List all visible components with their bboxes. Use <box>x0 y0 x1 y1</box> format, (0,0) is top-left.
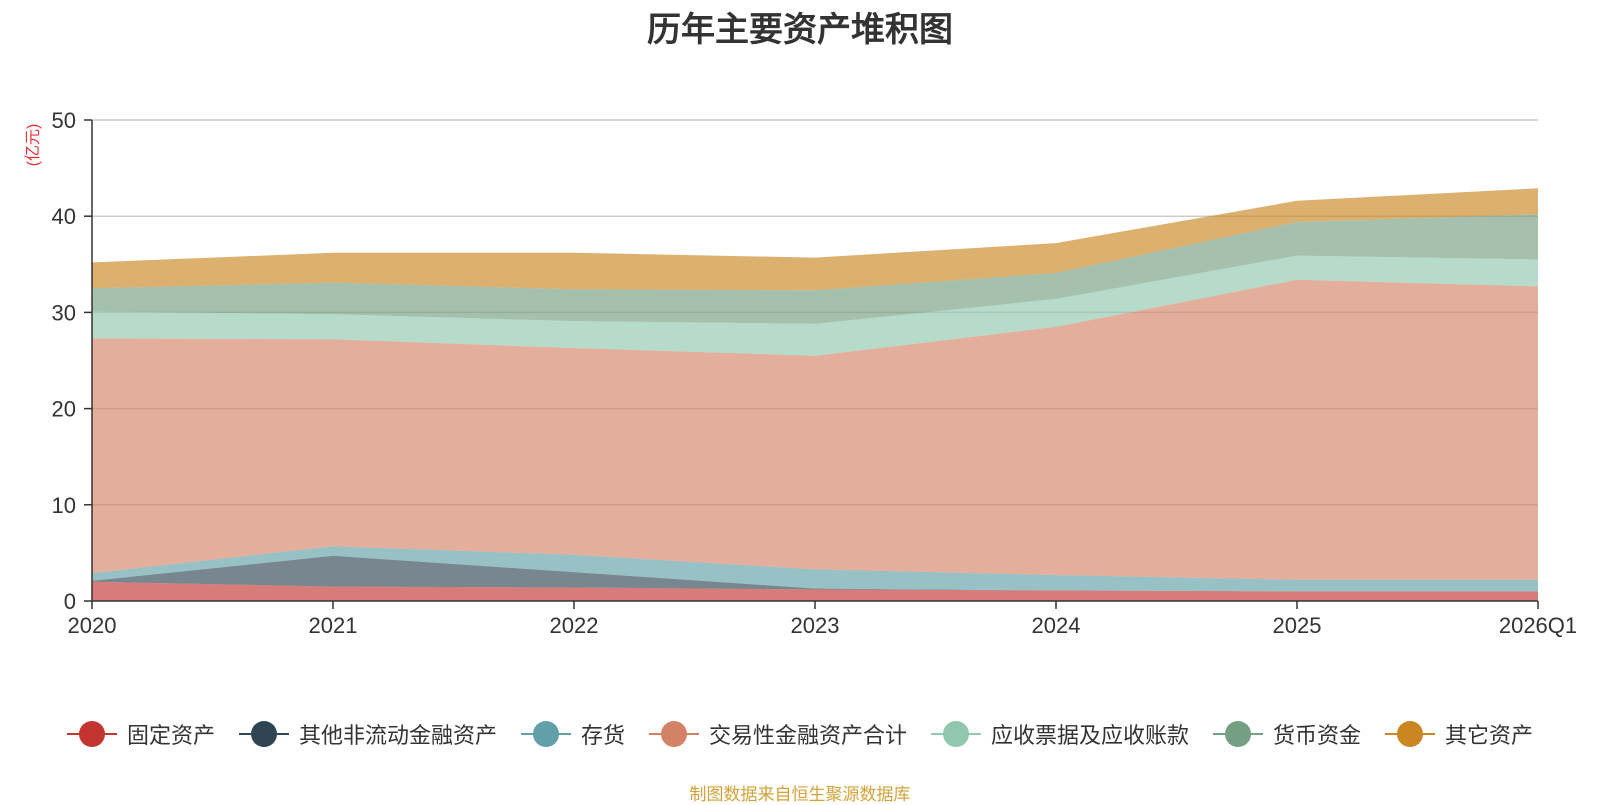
x-tick-label: 2025 <box>1273 613 1322 638</box>
y-tick-label: 40 <box>52 204 76 229</box>
legend-item[interactable]: 其它资产 <box>1385 718 1533 750</box>
legend-marker-icon <box>931 721 981 747</box>
area-series-0[interactable] <box>92 581 1538 601</box>
legend-item[interactable]: 应收票据及应收账款 <box>931 718 1189 750</box>
legend-item[interactable]: 固定资产 <box>66 718 215 750</box>
legend-label: 货币资金 <box>1273 724 1362 749</box>
legend-marker-icon <box>1213 721 1264 747</box>
y-axis-label: (亿元) <box>24 124 42 167</box>
x-tick-label: 2020 <box>68 613 117 638</box>
legend-marker-icon <box>648 721 699 747</box>
chart-title: 历年主要资产堆积图 <box>647 10 953 50</box>
area-series-3[interactable] <box>92 279 1538 580</box>
legend-marker-icon <box>238 721 289 747</box>
legend-item[interactable]: 货币资金 <box>1213 718 1361 750</box>
legend-label: 固定资产 <box>126 724 215 749</box>
legend-item[interactable]: 交易性金融资产合计 <box>648 718 907 750</box>
y-tick-label: 50 <box>52 108 76 133</box>
legend-item[interactable]: 其他非流动金融资产 <box>238 718 497 750</box>
area-series-1[interactable] <box>92 555 1538 592</box>
x-tick-label: 2022 <box>550 613 599 638</box>
y-tick-label: 20 <box>52 397 76 422</box>
legend-label: 其它资产 <box>1445 724 1534 749</box>
x-tick-label: 2023 <box>791 613 840 638</box>
legend: 固定资产 其他非流动金融资产 存货 交易性金融资产合计 应收票据及应收账款 货币资金 其它资… <box>0 718 1600 750</box>
source-note: 制图数据来自恒生聚源数据库 <box>689 785 911 805</box>
area-series-6[interactable] <box>92 188 1538 291</box>
area-series-2[interactable] <box>92 546 1538 592</box>
legend-marker-icon <box>66 721 117 747</box>
y-tick-label: 10 <box>52 493 76 518</box>
area-series-5[interactable] <box>92 214 1538 324</box>
x-tick-label: 2021 <box>309 613 358 638</box>
y-tick-label: 0 <box>64 589 76 614</box>
legend-item[interactable]: 存货 <box>520 718 625 750</box>
legend-label: 应收票据及应收账款 <box>991 724 1190 749</box>
y-tick-label: 30 <box>52 300 76 325</box>
legend-marker-icon <box>1385 721 1436 747</box>
x-tick-label: 2026Q1 <box>1499 613 1577 638</box>
legend-marker-icon <box>520 721 571 747</box>
legend-label: 交易性金融资产合计 <box>708 724 907 749</box>
area-series-4[interactable] <box>92 255 1538 356</box>
x-tick-label: 2024 <box>1032 613 1081 638</box>
legend-label: 其他非流动金融资产 <box>298 724 497 749</box>
legend-label: 存货 <box>580 724 625 749</box>
